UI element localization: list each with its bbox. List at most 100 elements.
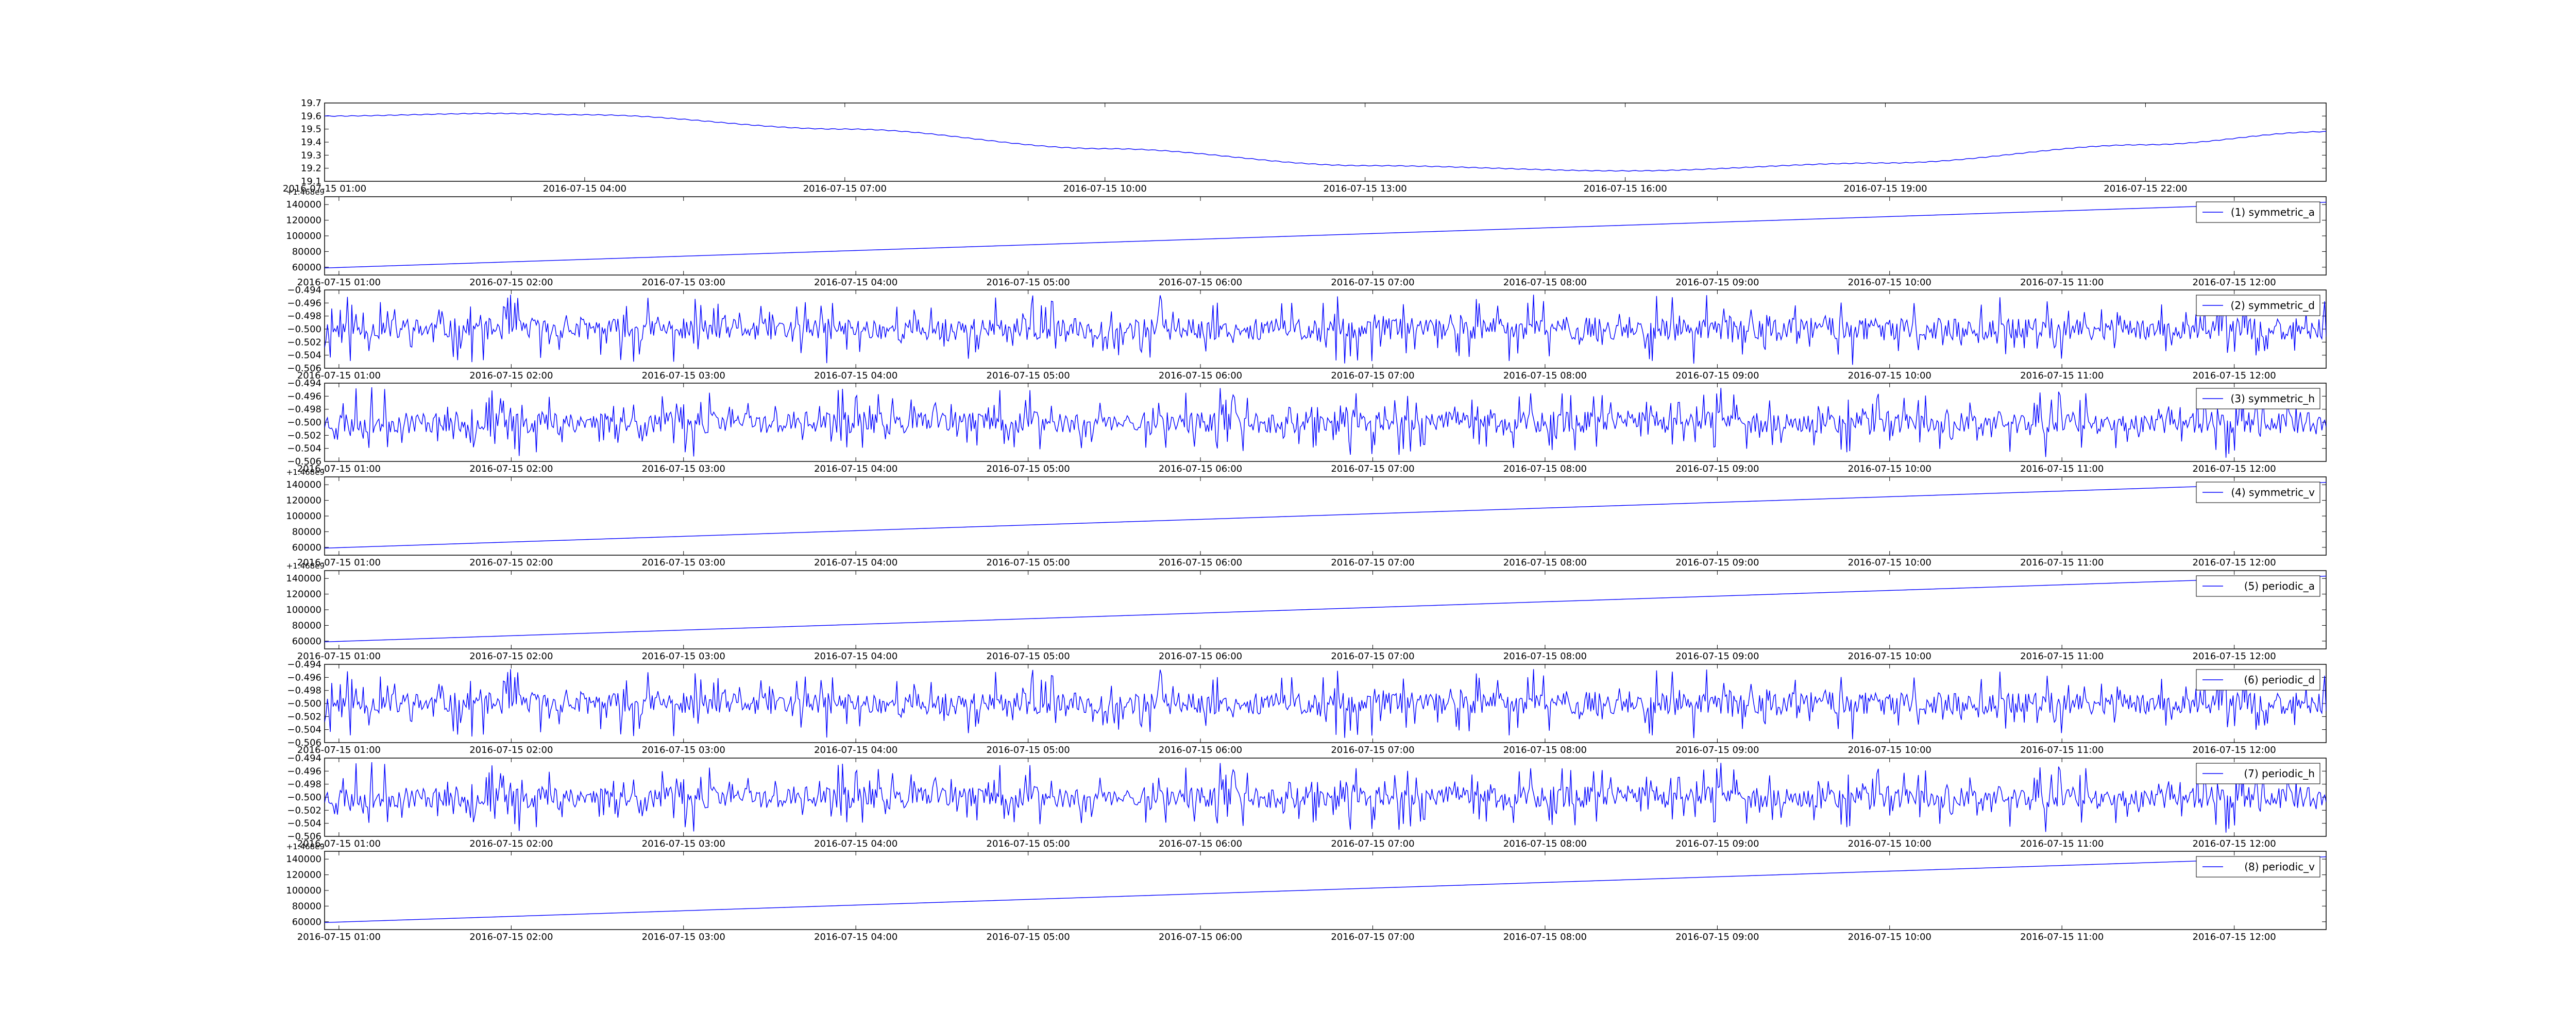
x-tick-label: 2016-07-15 07:00: [1331, 745, 1414, 756]
x-tick-label: 2016-07-15 09:00: [1675, 277, 1759, 288]
y-tick-label: −0.502: [287, 430, 321, 441]
x-tick-label: 2016-07-15 19:00: [1843, 183, 1927, 194]
series-line: [325, 669, 2326, 740]
legend-label: (2) symmetric_d: [2230, 299, 2315, 312]
x-tick-label: 2016-07-15 02:00: [469, 838, 553, 849]
y-tick-label: 140000: [286, 573, 321, 584]
x-tick-label: 2016-07-15 08:00: [1503, 838, 1587, 849]
x-tick-label: 2016-07-15 05:00: [987, 370, 1070, 381]
x-tick-label: 2016-07-15 12:00: [2193, 277, 2276, 288]
x-tick-label: 2016-07-15 07:00: [1331, 277, 1414, 288]
x-tick-label: 2016-07-15 08:00: [1503, 370, 1587, 381]
x-tick-label: 2016-07-15 10:00: [1848, 838, 1931, 849]
y-tick-label: 80000: [292, 620, 321, 631]
x-tick-label: 2016-07-15 05:00: [987, 838, 1070, 849]
y-tick-label: −0.494: [287, 659, 321, 670]
legend: (3) symmetric_h: [2196, 388, 2320, 409]
x-tick-label: 2016-07-15 11:00: [2020, 932, 2104, 942]
x-tick-label: 2016-07-15 07:00: [1331, 464, 1414, 474]
x-tick-label: 2016-07-15 10:00: [1063, 183, 1147, 194]
x-tick-label: 2016-07-15 06:00: [1159, 651, 1242, 662]
x-tick-label: 2016-07-15 01:00: [297, 932, 381, 942]
x-tick-label: 2016-07-15 05:00: [987, 932, 1070, 942]
x-tick-label: 2016-07-15 09:00: [1675, 745, 1759, 756]
axis-offset-text: +1.468e9: [286, 187, 325, 197]
y-tick-label: −0.494: [287, 285, 321, 296]
series-line: [325, 387, 2326, 458]
x-tick-label: 2016-07-15 02:00: [469, 651, 553, 662]
y-tick-label: 19.3: [301, 150, 321, 161]
axis-offset-text: +1.468e9: [286, 842, 325, 851]
x-tick-label: 2016-07-15 04:00: [814, 557, 897, 568]
x-tick-label: 2016-07-15 03:00: [642, 464, 725, 474]
x-tick-label: 2016-07-15 09:00: [1675, 651, 1759, 662]
y-tick-label: 120000: [286, 495, 321, 506]
x-tick-label: 2016-07-15 04:00: [814, 932, 897, 942]
series-line: [325, 762, 2326, 833]
x-tick-label: 2016-07-15 11:00: [2020, 557, 2104, 568]
x-tick-label: 2016-07-15 12:00: [2193, 557, 2276, 568]
x-tick-label: 2016-07-15 10:00: [1848, 651, 1931, 662]
x-tick-label: 2016-07-15 01:00: [297, 651, 381, 662]
x-tick-label: 2016-07-15 11:00: [2020, 745, 2104, 756]
legend-label: (7) periodic_h: [2244, 767, 2315, 780]
axis-offset-text: +1.468e9: [286, 561, 325, 571]
y-tick-label: 100000: [286, 885, 321, 896]
x-tick-label: 2016-07-15 12:00: [2193, 370, 2276, 381]
y-tick-label: 19.7: [301, 98, 321, 109]
y-tick-label: 100000: [286, 231, 321, 242]
y-tick-label: 19.6: [301, 111, 321, 122]
x-tick-label: 2016-07-15 12:00: [2193, 932, 2276, 942]
x-tick-label: 2016-07-15 09:00: [1675, 557, 1759, 568]
y-tick-label: −0.496: [287, 766, 321, 777]
legend: (2) symmetric_d: [2196, 295, 2320, 316]
x-tick-label: 2016-07-15 04:00: [814, 464, 897, 474]
chart-panel-4: −0.506 −0.504 −0.502 −0.500 −0.498 −0.496 −0.4…: [287, 378, 2327, 474]
x-tick-label: 2016-07-15 02:00: [469, 557, 553, 568]
y-tick-label: 100000: [286, 605, 321, 615]
y-tick-label: 140000: [286, 854, 321, 865]
x-tick-label: 2016-07-15 03:00: [642, 745, 725, 756]
x-tick-label: 2016-07-15 01:00: [297, 370, 381, 381]
y-tick-label: −0.506: [287, 456, 321, 467]
y-tick-label: 19.2: [301, 163, 321, 174]
chart-panel-7: −0.506 −0.504 −0.502 −0.500 −0.498 −0.496 −0.4…: [287, 659, 2327, 756]
x-tick-label: 2016-07-15 07:00: [803, 183, 887, 194]
x-tick-label: 2016-07-15 06:00: [1159, 745, 1242, 756]
x-tick-label: 2016-07-15 07:00: [1331, 932, 1414, 942]
legend: (5) periodic_a: [2196, 575, 2320, 597]
y-tick-label: −0.504: [287, 818, 321, 829]
x-tick-label: 2016-07-15 02:00: [469, 464, 553, 474]
x-tick-label: 2016-07-15 02:00: [469, 932, 553, 942]
chart-panel-5: 60000 80000 100000 120000 140000 2016-07-15 0…: [286, 468, 2327, 568]
y-tick-label: −0.502: [287, 805, 321, 816]
x-tick-label: 2016-07-15 08:00: [1503, 557, 1587, 568]
y-tick-label: 120000: [286, 870, 321, 881]
y-tick-label: 120000: [286, 589, 321, 600]
x-tick-label: 2016-07-15 06:00: [1159, 838, 1242, 849]
x-tick-label: 2016-07-15 07:00: [1331, 838, 1414, 849]
x-tick-label: 2016-07-15 05:00: [987, 651, 1070, 662]
x-tick-label: 2016-07-15 03:00: [642, 932, 725, 942]
series-line: [325, 112, 2326, 172]
x-tick-label: 2016-07-15 11:00: [2020, 370, 2104, 381]
x-tick-label: 2016-07-15 09:00: [1675, 464, 1759, 474]
x-tick-label: 2016-07-15 04:00: [814, 838, 897, 849]
x-tick-label: 2016-07-15 09:00: [1675, 370, 1759, 381]
chart-panel-3: −0.506 −0.504 −0.502 −0.500 −0.498 −0.496 −0.4…: [287, 285, 2327, 381]
x-tick-label: 2016-07-15 04:00: [814, 651, 897, 662]
y-tick-label: 19.1: [301, 176, 321, 187]
y-tick-label: −0.496: [287, 391, 321, 402]
y-tick-label: −0.498: [287, 311, 321, 322]
x-tick-label: 2016-07-15 11:00: [2020, 464, 2104, 474]
x-tick-label: 2016-07-15 16:00: [1583, 183, 1667, 194]
y-tick-label: −0.500: [287, 417, 321, 428]
x-tick-label: 2016-07-15 01:00: [297, 838, 381, 849]
y-tick-label: −0.500: [287, 324, 321, 335]
y-tick-label: 140000: [286, 199, 321, 210]
y-tick-label: 60000: [292, 917, 321, 928]
x-tick-label: 2016-07-15 08:00: [1503, 745, 1587, 756]
x-tick-label: 2016-07-15 06:00: [1159, 932, 1242, 942]
chart-panel-6: 60000 80000 100000 120000 140000 2016-07-15 0…: [286, 561, 2327, 662]
